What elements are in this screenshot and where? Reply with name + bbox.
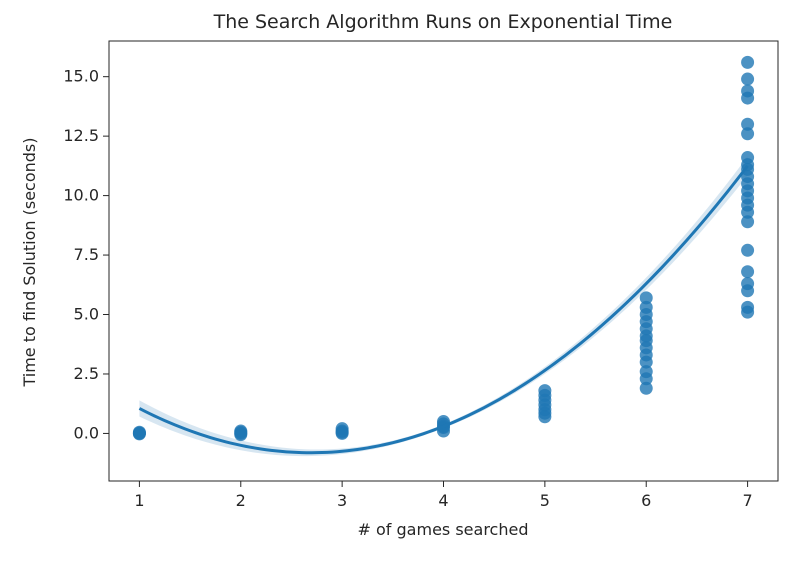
y-tick-label: 5.0 xyxy=(74,305,99,324)
confidence-band xyxy=(139,156,748,457)
y-tick-label: 12.5 xyxy=(63,126,99,145)
data-point xyxy=(741,151,755,165)
x-tick-label: 7 xyxy=(742,491,752,510)
fit-line xyxy=(138,164,749,455)
data-point xyxy=(741,277,755,291)
data-point xyxy=(741,127,755,141)
fit-line-layer xyxy=(138,164,749,455)
data-point xyxy=(741,300,755,314)
data-point xyxy=(639,300,653,314)
confidence-band-layer xyxy=(139,156,748,457)
y-tick-label: 7.5 xyxy=(74,245,99,264)
data-point xyxy=(132,427,146,441)
x-tick-label: 4 xyxy=(438,491,448,510)
data-point xyxy=(538,384,552,398)
x-tick-label: 1 xyxy=(134,491,144,510)
data-point xyxy=(741,84,755,98)
data-point xyxy=(741,265,755,279)
y-tick-label: 15.0 xyxy=(63,67,99,86)
y-tick-label: 10.0 xyxy=(63,186,99,205)
x-tick-label: 5 xyxy=(540,491,550,510)
y-axis-ticks: 0.0 2.5 5.0 7.5 10.0 12.5 15.0 xyxy=(63,67,109,442)
y-axis-label: Time to find Solution (seconds) xyxy=(20,138,39,388)
data-point xyxy=(639,291,653,305)
data-points-layer xyxy=(132,55,755,442)
plot-frame xyxy=(108,40,779,482)
data-point xyxy=(741,215,755,229)
data-point xyxy=(639,365,653,379)
x-tick-label: 2 xyxy=(236,491,246,510)
y-tick-label: 2.5 xyxy=(74,364,99,383)
x-axis-ticks: 1 2 3 4 5 6 7 xyxy=(134,481,753,510)
x-axis-label: # of games searched xyxy=(358,520,529,539)
data-point xyxy=(741,243,755,257)
x-tick-label: 3 xyxy=(337,491,347,510)
data-point xyxy=(741,55,755,69)
chart-title: The Search Algorithm Runs on Exponential… xyxy=(213,11,673,33)
data-point xyxy=(741,72,755,86)
data-point xyxy=(741,117,755,131)
y-tick-label: 0.0 xyxy=(74,423,99,442)
data-point xyxy=(234,424,248,438)
x-tick-label: 6 xyxy=(641,491,651,510)
data-point xyxy=(335,425,349,439)
data-point xyxy=(639,381,653,395)
